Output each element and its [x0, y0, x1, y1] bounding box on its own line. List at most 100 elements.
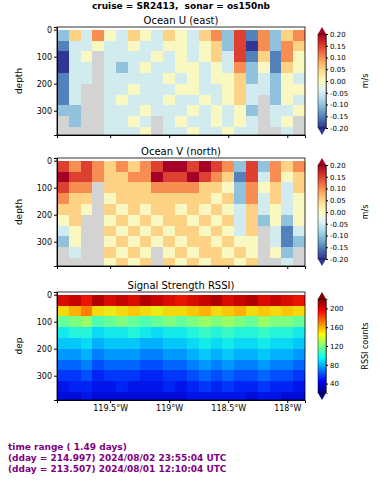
heatmap-cell — [57, 215, 69, 226]
heatmap-cell — [140, 247, 152, 258]
heatmap-cell — [116, 247, 128, 258]
heatmap-cell — [104, 306, 116, 317]
heatmap-cell — [199, 62, 211, 73]
heatmap-cell — [69, 62, 81, 73]
heatmap-cell — [57, 349, 69, 360]
heatmap-cell — [81, 306, 93, 317]
colorbar-tick: 0.15 — [326, 42, 346, 50]
heatmap-cell — [246, 349, 258, 360]
heatmap-cell — [293, 226, 305, 237]
heatmap-cell — [81, 30, 93, 41]
no-data-cell — [92, 247, 104, 258]
heatmap-cell — [92, 370, 104, 381]
x-tick-mark — [169, 400, 170, 403]
heatmap-cell — [151, 295, 163, 306]
heatmap-cell — [140, 381, 152, 392]
heatmap-cell — [128, 73, 140, 84]
x-tick-label: 119.5°W — [93, 404, 128, 413]
colorbar-tick-mark — [326, 247, 328, 248]
x-tick-mark — [169, 135, 170, 138]
heatmap-cell — [116, 161, 128, 172]
heatmap-cell — [199, 105, 211, 116]
heatmap-cell — [293, 381, 305, 392]
colorbar-gradient — [318, 299, 326, 393]
heatmap-cell — [211, 95, 223, 106]
heatmap-cell — [211, 73, 223, 84]
heatmap-cell — [163, 338, 175, 349]
heatmap-cell — [151, 306, 163, 317]
no-data-cell — [81, 116, 93, 127]
heatmap-cell — [211, 306, 223, 317]
y-tick-mark — [54, 188, 57, 189]
no-data-cell — [81, 247, 93, 258]
heatmap-cell — [199, 316, 211, 327]
y-tick-label: 100 — [37, 318, 52, 327]
heatmap-cell — [187, 316, 199, 327]
heatmap-cell — [151, 172, 163, 183]
heatmap-cell — [293, 105, 305, 116]
heatmap-cell — [57, 306, 69, 317]
no-data-cell — [293, 127, 305, 135]
heatmap-cell — [116, 127, 128, 135]
heatmap-cell — [187, 258, 199, 266]
colorbar-gradient — [318, 34, 326, 128]
no-data-cell — [57, 247, 69, 258]
colorbar-tick-label: 80 — [330, 362, 339, 370]
heatmap-cell — [57, 95, 69, 106]
colorbar-tick-label: 160 — [330, 324, 343, 332]
heatmap-cell — [234, 127, 246, 135]
figure: cruise = SR2413, sonar = os150nb01002003… — [0, 0, 379, 480]
heatmap-cell — [211, 247, 223, 258]
heatmap-cell — [281, 306, 293, 317]
heatmap-cell — [104, 172, 116, 183]
heatmap-cell — [258, 381, 270, 392]
heatmap-cell — [199, 215, 211, 226]
heatmap-cell — [246, 338, 258, 349]
heatmap-cell — [69, 215, 81, 226]
heatmap-cell — [234, 105, 246, 116]
heatmap-cell — [81, 360, 93, 371]
heatmap-cell — [151, 204, 163, 215]
heatmap-cell — [104, 41, 116, 52]
heatmap-cell — [151, 360, 163, 371]
y-tick-mark — [54, 111, 57, 112]
heatmap-cell — [163, 247, 175, 258]
colorbar-tick-mark — [326, 46, 328, 47]
x-axis — [58, 266, 306, 269]
y-tick: 300 — [37, 107, 57, 116]
heatmap-cell — [211, 295, 223, 306]
y-tick-mark — [54, 295, 57, 296]
heatmap-cell — [69, 105, 81, 116]
heatmap-cell — [222, 182, 234, 193]
heatmap-cell — [69, 381, 81, 392]
heatmap-cell — [163, 327, 175, 338]
heatmap-cell — [211, 338, 223, 349]
heatmap-cell — [187, 338, 199, 349]
heatmap-cell — [199, 338, 211, 349]
colorbar-frame — [318, 165, 326, 259]
heatmap-cell — [222, 226, 234, 237]
heatmap-cell — [104, 349, 116, 360]
heatmap-cell — [140, 327, 152, 338]
heatmap-cell — [104, 258, 116, 266]
heatmap-cell — [175, 116, 187, 127]
heatmap-cell — [222, 236, 234, 247]
heatmap-cell — [258, 392, 270, 400]
heatmap-cell — [175, 370, 187, 381]
heatmap-cell — [293, 161, 305, 172]
heatmap-cell — [116, 392, 128, 400]
heatmap-cell — [293, 193, 305, 204]
heatmap-cell — [187, 84, 199, 95]
heatmap-cell — [281, 258, 293, 266]
colorbar-frame — [318, 299, 326, 393]
heatmap-cell — [211, 381, 223, 392]
heatmap-cell — [199, 116, 211, 127]
heatmap-cell — [222, 51, 234, 62]
heatmap-cell — [199, 182, 211, 193]
colorbar-tick-mark — [326, 346, 328, 347]
x-tick — [169, 135, 170, 138]
colorbar-tick-label: 40 — [330, 380, 339, 388]
heatmap-cell — [175, 381, 187, 392]
heatmap-cell — [199, 392, 211, 400]
colorbar-tick-mark — [326, 116, 328, 117]
